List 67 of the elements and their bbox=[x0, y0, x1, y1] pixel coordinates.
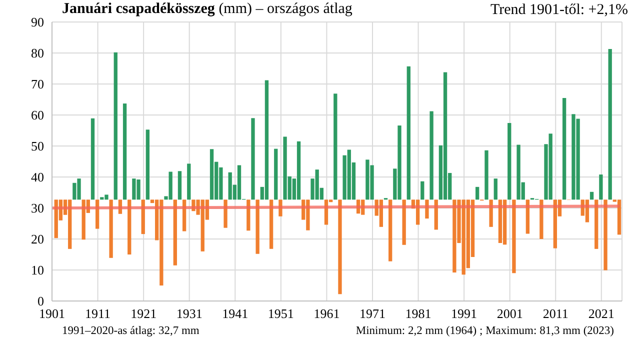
bar bbox=[604, 200, 608, 270]
x-tick-label: 1991 bbox=[451, 306, 478, 322]
bar bbox=[146, 130, 150, 200]
bar bbox=[269, 200, 274, 249]
bar bbox=[608, 48, 612, 200]
bar bbox=[128, 200, 132, 254]
y-tick-label: 0 bbox=[38, 294, 44, 309]
x-tick-label: 1961 bbox=[314, 306, 340, 322]
y-tick-label: 90 bbox=[31, 14, 44, 30]
x-tick-label: 2001 bbox=[496, 306, 523, 322]
bar bbox=[599, 174, 603, 200]
bar bbox=[237, 165, 242, 200]
bar bbox=[484, 150, 488, 200]
x-tick-label: 1911 bbox=[85, 306, 111, 322]
y-tick-label: 60 bbox=[31, 108, 44, 123]
bar bbox=[187, 164, 191, 200]
bar bbox=[420, 181, 424, 200]
x-tick-label: 1901 bbox=[39, 306, 65, 322]
bar bbox=[443, 72, 448, 200]
bar bbox=[338, 200, 342, 294]
bar bbox=[274, 148, 278, 200]
x-tick-label: 1981 bbox=[405, 306, 432, 322]
x-tick-label: 2011 bbox=[542, 306, 568, 322]
x-tick-label: 1921 bbox=[130, 306, 157, 322]
chart-title: Januári csapadékösszeg bbox=[62, 1, 215, 17]
bar bbox=[402, 200, 406, 245]
bar bbox=[264, 80, 269, 200]
bar bbox=[494, 178, 498, 200]
bar bbox=[475, 186, 480, 200]
bar bbox=[296, 141, 301, 200]
x-tick-label: 1951 bbox=[268, 306, 294, 322]
y-tick-label: 80 bbox=[31, 46, 44, 61]
bar bbox=[489, 200, 493, 227]
bar bbox=[90, 118, 95, 200]
bar bbox=[251, 118, 255, 200]
bar bbox=[109, 200, 113, 258]
chart-subtitle: (mm) – országos átlag bbox=[218, 1, 352, 17]
bar bbox=[334, 94, 338, 200]
text: Trend 1901-től: +2,1% bbox=[490, 2, 628, 19]
y-tick-label: 30 bbox=[31, 200, 44, 216]
y-tick-label: 40 bbox=[31, 170, 44, 185]
bar bbox=[114, 52, 118, 200]
bar bbox=[562, 98, 566, 200]
bar bbox=[590, 192, 594, 200]
bar bbox=[508, 123, 512, 200]
y-tick-label: 10 bbox=[31, 262, 44, 278]
bar bbox=[122, 104, 127, 200]
bar bbox=[540, 200, 544, 239]
x-tick-label: 1941 bbox=[222, 306, 248, 322]
y-tick-label: 70 bbox=[31, 76, 44, 92]
x-tick-label: 2021 bbox=[588, 306, 614, 322]
y-tick-label: 50 bbox=[31, 138, 44, 154]
bar bbox=[256, 200, 260, 254]
bar bbox=[512, 200, 516, 274]
bar bbox=[178, 171, 182, 200]
bar bbox=[173, 200, 177, 266]
bar bbox=[617, 200, 622, 235]
bar bbox=[210, 149, 214, 200]
bar bbox=[594, 200, 598, 249]
bar bbox=[430, 111, 434, 200]
text: Minimum: 2,2 mm (1964) ; Maximum: 81,3 mm (2023) bbox=[356, 325, 614, 337]
bar bbox=[406, 66, 410, 200]
bar bbox=[388, 200, 392, 262]
text: 1991–2020-as átlag: 32,7 mm bbox=[62, 325, 200, 337]
x-tick-label: 1971 bbox=[359, 306, 386, 322]
y-tick-label: 20 bbox=[31, 232, 44, 247]
x-tick-label: 1931 bbox=[176, 306, 202, 322]
